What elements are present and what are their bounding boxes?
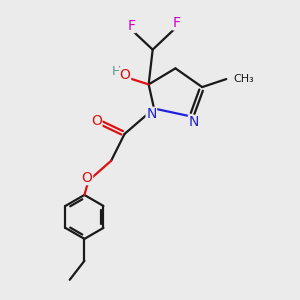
Text: O: O xyxy=(91,114,102,128)
Text: CH₃: CH₃ xyxy=(234,74,254,84)
Text: O: O xyxy=(82,171,92,184)
Text: N: N xyxy=(146,107,157,122)
Text: N: N xyxy=(188,116,199,129)
Text: O: O xyxy=(120,68,130,82)
Text: H: H xyxy=(111,64,121,77)
Text: F: F xyxy=(127,19,135,32)
Text: F: F xyxy=(173,16,181,30)
